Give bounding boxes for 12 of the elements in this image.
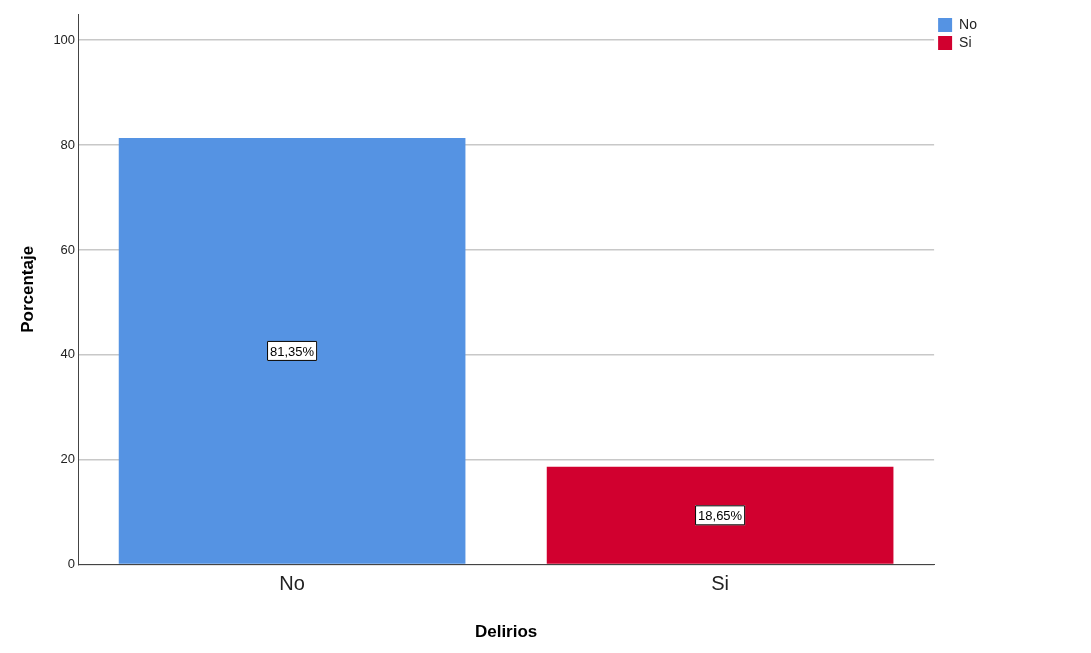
x-axis-title: Delirios: [474, 622, 538, 642]
y-axis-title: Porcentaje: [17, 245, 37, 333]
legend-label: No: [959, 15, 978, 32]
y-tick-label: 80: [60, 136, 76, 152]
data-label: 81,35%: [270, 343, 315, 359]
y-tick-label: 0: [67, 556, 76, 572]
data-label: 18,65%: [698, 507, 743, 523]
y-tick-label: 100: [53, 31, 76, 47]
y-tick-label: 40: [60, 346, 76, 362]
y-tick-label: 20: [60, 451, 76, 467]
y-tick-label: 60: [60, 241, 76, 257]
legend-label: Si: [959, 33, 972, 50]
